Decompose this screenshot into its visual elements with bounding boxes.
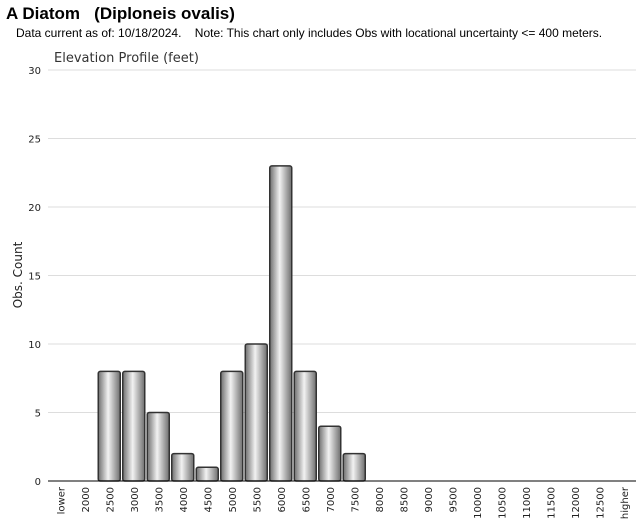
x-tick-label: 12000 — [571, 487, 582, 519]
bar-3000 — [122, 370, 146, 482]
x-tick-label: 11000 — [522, 487, 533, 519]
grid-lines — [48, 69, 636, 413]
x-tick-label: 8000 — [375, 487, 386, 512]
bar-6500 — [293, 370, 317, 482]
x-tick-label: 7500 — [350, 487, 361, 512]
y-tick-label: 25 — [28, 135, 41, 146]
bar-5500 — [244, 343, 268, 482]
bar-5000 — [220, 370, 244, 482]
x-tick-label: 12500 — [595, 487, 606, 519]
x-tick-label: 2000 — [81, 487, 92, 512]
chart-title: Elevation Profile (feet) — [54, 51, 199, 66]
y-tick-labels: 0 5 10 15 20 25 30 — [28, 66, 41, 488]
bars — [97, 165, 366, 482]
x-tick-label: 2500 — [105, 487, 116, 512]
x-tick-label: 8500 — [399, 487, 410, 512]
bar-7500 — [342, 452, 366, 482]
x-tick-label: 9000 — [424, 487, 435, 512]
x-tick-label: 9500 — [448, 487, 459, 512]
x-tick-label: 5500 — [252, 487, 263, 512]
x-tick-label: 7000 — [326, 487, 337, 512]
x-tick-label: 11500 — [546, 487, 557, 519]
x-tick-label: 4500 — [203, 487, 214, 512]
x-tick-label: 10000 — [473, 487, 484, 519]
x-tick-label: 6500 — [301, 487, 312, 512]
bar-2500 — [97, 370, 121, 482]
x-tick-label: lower — [56, 486, 67, 514]
x-tick-label: 10500 — [497, 487, 508, 519]
bar-4500 — [195, 466, 219, 482]
y-tick-label: 5 — [35, 409, 41, 420]
y-tick-label: 30 — [28, 66, 41, 77]
y-tick-label: 10 — [28, 340, 41, 351]
x-tick-label: 5000 — [228, 487, 239, 512]
x-tick-label: higher — [620, 486, 631, 519]
y-tick-label: 0 — [35, 477, 41, 488]
bar-4000 — [171, 452, 195, 482]
x-tick-labels: lower 2000 2500 3000 3500 4000 4500 5000 5500 600… — [56, 486, 631, 519]
page-title: A Diatom (Diploneis ovalis) — [6, 4, 235, 23]
x-tick-label: 4000 — [179, 487, 190, 512]
y-axis-label: Obs. Count — [11, 241, 25, 308]
x-tick-label: 3000 — [130, 487, 141, 512]
y-tick-label: 20 — [28, 203, 41, 214]
bar-6000 — [269, 165, 293, 482]
x-tick-label: 3500 — [154, 487, 165, 512]
data-note: Data current as of: 10/18/2024. Note: Th… — [16, 26, 603, 40]
bar-7000 — [318, 425, 342, 482]
x-tick-label: 6000 — [277, 487, 288, 512]
bar-3500 — [146, 411, 170, 482]
y-tick-label: 15 — [28, 272, 41, 283]
